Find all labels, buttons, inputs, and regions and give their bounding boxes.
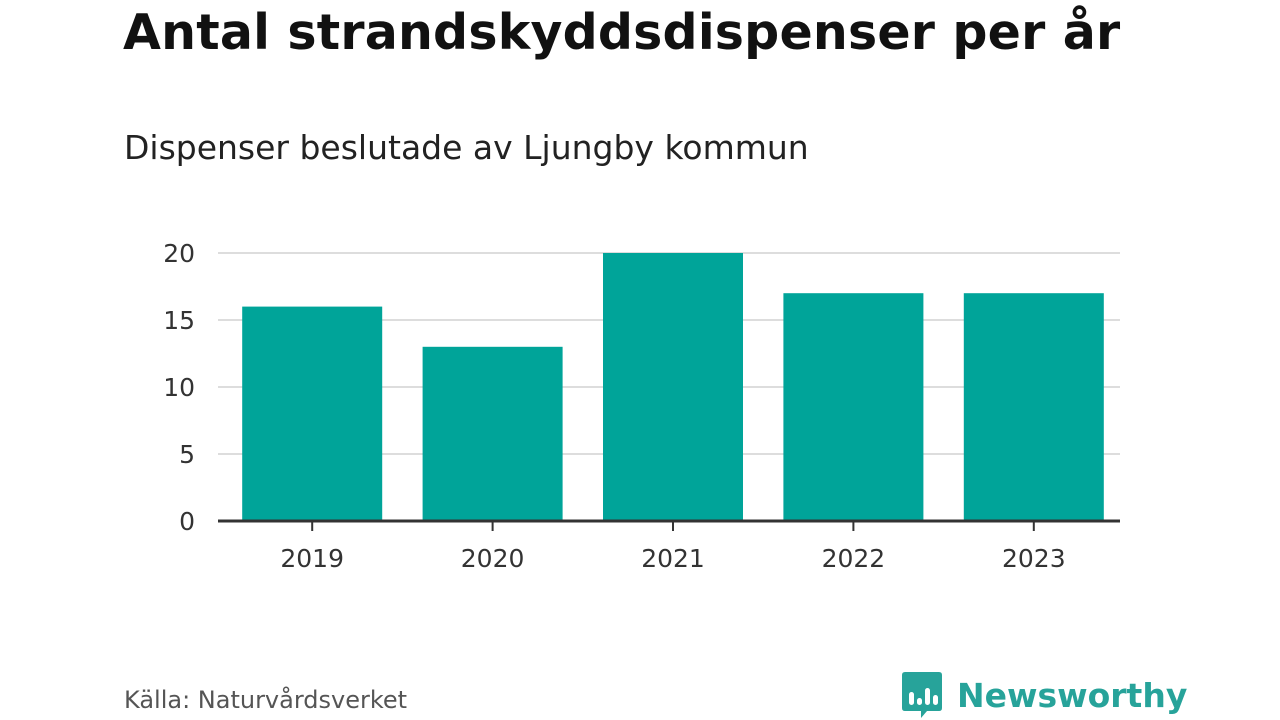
brand-logo: Newsworthy <box>901 671 1187 719</box>
x-tick-label: 2020 <box>461 544 525 573</box>
x-tick-label: 2022 <box>822 544 886 573</box>
x-tick-label: 2021 <box>641 544 705 573</box>
source-note: Källa: Naturvårdsverket <box>124 686 408 714</box>
y-tick-label: 10 <box>163 373 195 402</box>
bar-2020 <box>422 346 563 521</box>
brand-name: Newsworthy <box>957 675 1188 715</box>
y-tick-label: 20 <box>163 239 195 268</box>
y-tick-label: 15 <box>163 306 195 335</box>
bar-2021 <box>603 253 743 521</box>
bar-2019 <box>242 306 383 521</box>
chart-subtitle: Dispenser beslutade av Ljungby kommun <box>124 128 809 167</box>
y-tick-label: 5 <box>179 440 195 469</box>
chart-title: Antal strandskyddsdispenser per år <box>123 4 1121 61</box>
x-tick-label: 2019 <box>280 544 344 573</box>
x-tick-label: 2023 <box>1002 544 1066 573</box>
bar-2023 <box>963 293 1104 521</box>
newsworthy-logo-icon <box>902 672 942 718</box>
y-tick-label: 0 <box>179 507 195 536</box>
bar-2022 <box>783 293 924 521</box>
